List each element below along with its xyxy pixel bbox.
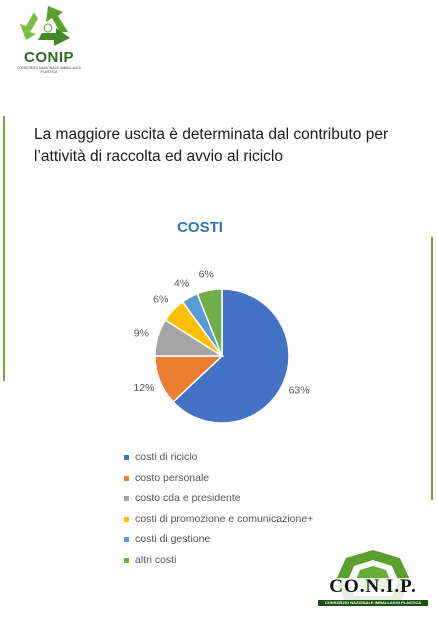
pie-data-label-2: 9% xyxy=(134,328,149,340)
legend-label-3: costi di promozione e comunicazione+ xyxy=(135,512,314,525)
chart-title: COSTI xyxy=(177,219,223,236)
pie-slice-0 xyxy=(172,288,290,424)
conip-logo: CONIP CONSORZIO NAZIONALE IMBALLAGGI PLA… xyxy=(8,2,88,76)
footer-logo-text: CO.N.I.P. xyxy=(329,576,417,597)
footer-logo-subtext: CONSORZIO NAZIONALE IMBALLAGGI PLASTICA xyxy=(324,600,422,605)
legend-label-5: altri costi xyxy=(135,553,177,566)
pie-data-label-5: 6% xyxy=(199,268,214,280)
legend-swatch-0 xyxy=(124,455,129,460)
legend-swatch-2 xyxy=(124,496,129,501)
logo-subtext: CONSORZIO NAZIONALE IMBALLAGGI PLASTICA xyxy=(16,66,82,74)
accent-bar-left xyxy=(3,116,5,381)
pie-data-label-0: 63% xyxy=(289,384,310,396)
headline: La maggiore uscita è determinata dal con… xyxy=(34,126,389,165)
pie-data-label-4: 4% xyxy=(174,277,189,289)
conip-footer-logo: CO.N.I.P. CONSORZIO NAZIONALE IMBALLAGGI… xyxy=(312,548,434,624)
pie-data-label-1: 12% xyxy=(133,382,154,394)
legend-label-4: costi di gestione xyxy=(135,533,211,545)
legend-label-1: costo personale xyxy=(135,471,210,484)
legend-label-2: costo cda e presidente xyxy=(135,492,241,504)
legend-label-0: costi di riciclo xyxy=(135,451,198,463)
legend-swatch-5 xyxy=(124,557,129,563)
legend-swatch-3 xyxy=(124,516,129,522)
pie-data-label-3: 6% xyxy=(153,293,168,305)
accent-bar-right xyxy=(431,237,433,500)
legend-swatch-4 xyxy=(124,537,129,542)
recycle-arrows-icon xyxy=(20,6,70,46)
legend-swatch-1 xyxy=(124,475,129,481)
pie-slice-5 xyxy=(196,288,223,357)
recycle-hexagon-icon xyxy=(316,550,430,606)
logo-text: CONIP xyxy=(23,49,74,66)
